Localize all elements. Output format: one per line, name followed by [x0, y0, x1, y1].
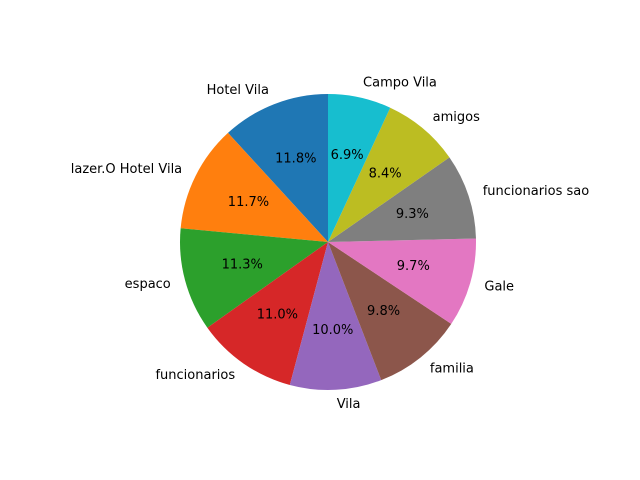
pie-slice-espaco: [180, 228, 328, 328]
pie-category-label: lazer.O Hotel Vila: [71, 162, 182, 177]
pie-category-label: funcionarios sao: [483, 184, 590, 199]
pie-percent-label: 9.7%: [397, 259, 430, 274]
pie-percent-label: 9.8%: [367, 304, 400, 319]
pie-slice-funcionarios: [207, 242, 328, 385]
pie-percent-label: 6.9%: [331, 148, 364, 163]
pie-percent-label: 11.0%: [257, 307, 298, 322]
pie-category-label: espaco: [125, 277, 171, 292]
pie-category-label: funcionarios: [155, 368, 235, 383]
pie-slice-lazer-o-hotel-vila: [180, 132, 328, 242]
pie-slice-vila: [289, 242, 382, 390]
pie-percent-label: 11.8%: [275, 152, 316, 167]
pie-slice-amigos: [328, 107, 450, 242]
pie-category-label: Gale: [484, 280, 514, 295]
pie-category-label: Hotel Vila: [207, 83, 269, 98]
pie-slice-funcionarios-sao: [328, 157, 476, 242]
pie-slice-hotel-vila: [227, 94, 328, 242]
pie-percent-label: 11.7%: [228, 195, 269, 210]
pie-percent-label: 9.3%: [396, 207, 429, 222]
pie-category-label: amigos: [433, 110, 480, 125]
pie-percent-labels: 11.8% 11.7% 11.3% 11.0% 10.0% 9.8% 9.7% 9.3% 8.4…: [222, 148, 430, 338]
pie-category-label: familia: [430, 361, 474, 376]
pie-slices: [180, 94, 477, 390]
pie-percent-label: 11.3%: [222, 258, 263, 273]
pie-category-label: Vila: [337, 397, 361, 412]
pie-category-labels: Hotel Vila lazer.O Hotel Vila espaco funcio…: [71, 76, 590, 413]
pie-category-label: Campo Vila: [363, 76, 437, 91]
pie-slice-gale: [328, 238, 477, 324]
pie-percent-label: 8.4%: [369, 166, 402, 181]
pie-slice-familia: [328, 242, 452, 381]
pie-slice-campo-vila: [328, 94, 391, 242]
pie-percent-label: 10.0%: [312, 323, 353, 338]
